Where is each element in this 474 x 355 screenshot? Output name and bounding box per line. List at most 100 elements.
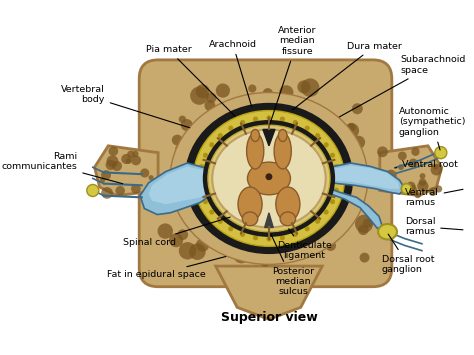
Circle shape	[324, 209, 328, 215]
Circle shape	[255, 226, 260, 231]
Ellipse shape	[274, 133, 292, 169]
Circle shape	[218, 147, 223, 152]
Text: Autonomic
(sympathetic)
ganglion: Autonomic (sympathetic) ganglion	[399, 107, 465, 150]
Circle shape	[278, 226, 283, 231]
Circle shape	[106, 160, 116, 170]
Ellipse shape	[185, 103, 353, 254]
Circle shape	[335, 176, 340, 181]
Ellipse shape	[208, 125, 330, 232]
Circle shape	[385, 170, 397, 181]
Circle shape	[121, 154, 131, 164]
Circle shape	[199, 188, 204, 193]
Circle shape	[112, 161, 122, 171]
Ellipse shape	[280, 212, 296, 226]
Circle shape	[286, 233, 303, 250]
Circle shape	[406, 182, 416, 191]
Circle shape	[209, 166, 214, 171]
Polygon shape	[328, 165, 400, 189]
Ellipse shape	[212, 130, 326, 228]
Circle shape	[198, 176, 203, 181]
Circle shape	[334, 188, 339, 193]
Circle shape	[343, 165, 351, 173]
Circle shape	[278, 125, 283, 131]
Circle shape	[279, 85, 293, 99]
Polygon shape	[326, 187, 383, 228]
FancyBboxPatch shape	[139, 60, 392, 287]
Circle shape	[283, 108, 292, 116]
Circle shape	[215, 228, 226, 239]
Circle shape	[393, 182, 404, 192]
Polygon shape	[263, 130, 275, 146]
Text: Dorsal
ramus: Dorsal ramus	[405, 217, 463, 236]
Circle shape	[415, 192, 421, 198]
Circle shape	[344, 123, 359, 138]
Circle shape	[266, 236, 272, 241]
Text: Arachnoid: Arachnoid	[209, 40, 257, 107]
Circle shape	[401, 184, 411, 194]
Circle shape	[433, 164, 438, 170]
Circle shape	[248, 84, 256, 93]
Circle shape	[203, 153, 208, 158]
Circle shape	[347, 123, 356, 131]
Circle shape	[127, 151, 135, 158]
Circle shape	[331, 118, 340, 127]
Circle shape	[289, 129, 294, 133]
Text: Pia mater: Pia mater	[146, 45, 235, 116]
Circle shape	[196, 238, 210, 252]
Circle shape	[195, 132, 209, 146]
Circle shape	[360, 253, 370, 263]
Circle shape	[308, 140, 313, 145]
Circle shape	[107, 155, 118, 167]
Circle shape	[218, 133, 223, 138]
Ellipse shape	[276, 187, 300, 222]
Circle shape	[209, 142, 214, 147]
Circle shape	[157, 223, 173, 239]
Circle shape	[419, 178, 427, 186]
Circle shape	[244, 223, 249, 229]
Ellipse shape	[278, 130, 287, 142]
Circle shape	[299, 219, 304, 224]
Ellipse shape	[193, 110, 345, 246]
Circle shape	[146, 185, 156, 196]
Circle shape	[400, 185, 408, 192]
Circle shape	[301, 78, 319, 97]
Circle shape	[260, 257, 270, 267]
Circle shape	[407, 185, 417, 195]
Circle shape	[358, 224, 369, 235]
Circle shape	[315, 147, 320, 152]
Circle shape	[337, 191, 347, 202]
Circle shape	[264, 243, 274, 253]
Circle shape	[305, 226, 310, 231]
Circle shape	[324, 186, 329, 191]
Circle shape	[146, 186, 156, 196]
Circle shape	[218, 219, 223, 224]
Circle shape	[329, 236, 336, 243]
Circle shape	[253, 235, 258, 240]
Circle shape	[320, 156, 326, 162]
Circle shape	[292, 120, 298, 125]
Circle shape	[131, 184, 141, 193]
Ellipse shape	[203, 120, 335, 237]
Circle shape	[87, 185, 99, 197]
Circle shape	[208, 176, 213, 181]
Circle shape	[225, 212, 230, 217]
Circle shape	[411, 148, 419, 156]
Circle shape	[225, 140, 230, 145]
Text: Subarachnoid
space: Subarachnoid space	[339, 55, 466, 117]
Circle shape	[101, 170, 111, 180]
Circle shape	[179, 242, 196, 260]
Circle shape	[203, 199, 208, 204]
Circle shape	[266, 125, 272, 130]
Circle shape	[409, 159, 418, 168]
Text: Fat in epidural space: Fat in epidural space	[107, 257, 226, 279]
Circle shape	[315, 133, 320, 138]
Circle shape	[216, 83, 230, 98]
Text: Denticulate
ligament: Denticulate ligament	[277, 229, 332, 260]
Circle shape	[334, 164, 339, 169]
Circle shape	[178, 201, 191, 213]
Circle shape	[305, 126, 310, 131]
Circle shape	[315, 204, 320, 209]
Circle shape	[398, 164, 404, 170]
Circle shape	[265, 173, 273, 180]
Text: Dura mater: Dura mater	[292, 42, 402, 110]
